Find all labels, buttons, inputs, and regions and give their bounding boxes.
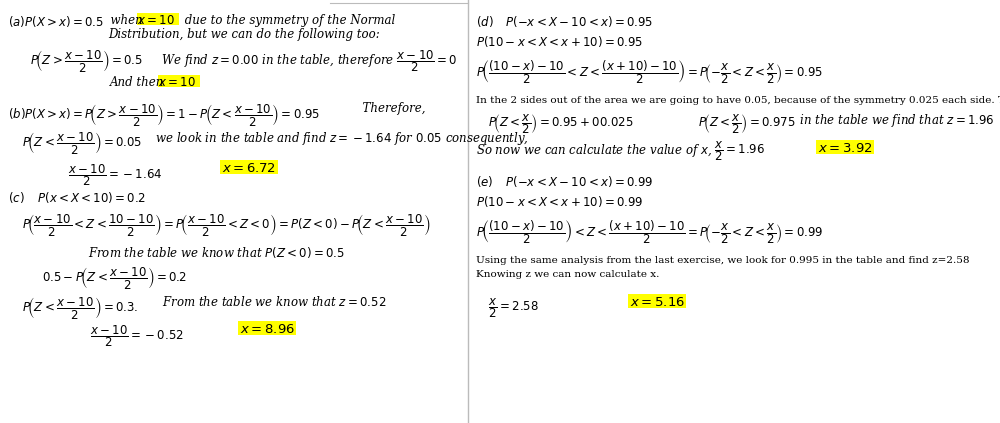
Text: In the 2 sides out of the area we are going to have 0.05, because of the symmetr: In the 2 sides out of the area we are go… (476, 96, 1000, 105)
Bar (158, 75, 200, 87)
Text: Therefore,: Therefore, (355, 102, 426, 115)
Text: $(b)P(X>x)=P\!\left(Z>\dfrac{x-10}{2}\right)=1-P\!\left(Z<\dfrac{x-10}{2}\right): $(b)P(X>x)=P\!\left(Z>\dfrac{x-10}{2}\ri… (8, 102, 320, 128)
Text: From the table we know that $z=0.52$: From the table we know that $z=0.52$ (155, 295, 387, 309)
Text: $0.5-P\!\left(Z<\dfrac{x-10}{2}\right)=0.2$: $0.5-P\!\left(Z<\dfrac{x-10}{2}\right)=0… (42, 265, 187, 291)
Text: $x=10$: $x=10$ (158, 76, 196, 89)
Text: $P\!\left(\dfrac{x-10}{2}<Z<\dfrac{10-10}{2}\right)=P\!\left(\dfrac{x-10}{2}<Z<0: $P\!\left(\dfrac{x-10}{2}<Z<\dfrac{10-10… (22, 212, 430, 238)
Text: Using the same analysis from the last exercise, we look for 0.995 in the table a: Using the same analysis from the last ex… (476, 256, 970, 265)
Text: due to the symmetry of the Normal: due to the symmetry of the Normal (181, 14, 395, 27)
Bar (816, 140, 874, 154)
Text: So now we can calculate the value of $x$,: So now we can calculate the value of $x$… (476, 142, 712, 159)
Text: $\dfrac{x}{2}=1.96$: $\dfrac{x}{2}=1.96$ (714, 139, 765, 163)
Text: Distribution, but we can do the following too:: Distribution, but we can do the followin… (108, 28, 380, 41)
Bar (628, 294, 686, 308)
Text: $P\!\left(\dfrac{(10-x)-10}{2}<Z<\dfrac{(x+10)-10}{2}\right)=P\!\left(-\dfrac{x}: $P\!\left(\dfrac{(10-x)-10}{2}<Z<\dfrac{… (476, 58, 823, 86)
Bar (238, 321, 296, 335)
Text: From the table we know that $P(Z<0)=0.5$: From the table we know that $P(Z<0)=0.5$ (88, 245, 345, 260)
Text: $x=6.72$: $x=6.72$ (222, 162, 276, 175)
Bar (220, 160, 278, 174)
Text: $x=5.16$: $x=5.16$ (630, 296, 685, 309)
Text: $P(10-x<X<x+10)=0.95$: $P(10-x<X<x+10)=0.95$ (476, 34, 643, 49)
Text: $x=10$: $x=10$ (137, 14, 175, 27)
Text: $P(-x<X-10<x)=0.95$: $P(-x<X-10<x)=0.95$ (498, 14, 653, 29)
Text: We find $z=0.00$ in the table, therefore $\dfrac{x-10}{2}=0$: We find $z=0.00$ in the table, therefore… (154, 48, 458, 74)
Text: $\dfrac{x}{2}=2.58$: $\dfrac{x}{2}=2.58$ (488, 296, 539, 320)
Text: $P\!\left(Z<\dfrac{x-10}{2}\right)=0.3.$: $P\!\left(Z<\dfrac{x-10}{2}\right)=0.3.$ (22, 295, 138, 321)
Text: $P(10-x<X<x+10)=0.99$: $P(10-x<X<x+10)=0.99$ (476, 194, 644, 209)
Text: $(e)$: $(e)$ (476, 174, 493, 189)
Text: $\dfrac{x-10}{2}=-1.64$: $\dfrac{x-10}{2}=-1.64$ (68, 162, 162, 188)
Text: $P(x<X<10)=0.2$: $P(x<X<10)=0.2$ (30, 190, 146, 205)
Text: $(a)P(X>x)=0.5$: $(a)P(X>x)=0.5$ (8, 14, 104, 29)
Text: $\dfrac{x-10}{2}=-0.52$: $\dfrac{x-10}{2}=-0.52$ (90, 323, 184, 349)
Text: $(d)$: $(d)$ (476, 14, 494, 29)
Text: when: when (103, 14, 146, 27)
Text: $(c)$: $(c)$ (8, 190, 25, 205)
Text: $x=8.96$: $x=8.96$ (240, 323, 295, 336)
Text: $P\!\left(Z>\dfrac{x-10}{2}\right)=0.5$: $P\!\left(Z>\dfrac{x-10}{2}\right)=0.5$ (30, 48, 143, 74)
Text: And then: And then (110, 76, 168, 89)
Text: $P(-x<X-10<x)=0.99$: $P(-x<X-10<x)=0.99$ (498, 174, 653, 189)
Text: $P\!\left(Z<\dfrac{x}{2}\right)=0.95+00.025$: $P\!\left(Z<\dfrac{x}{2}\right)=0.95+00.… (488, 112, 634, 136)
Text: Knowing z we can now calculate x.: Knowing z we can now calculate x. (476, 270, 659, 279)
Text: $P\!\left(Z<\dfrac{x-10}{2}\right)=0.05$: $P\!\left(Z<\dfrac{x-10}{2}\right)=0.05$ (22, 130, 142, 156)
Text: $P\!\left(\dfrac{(10-x)-10}{2}\right)<Z<\dfrac{(x+10)-10}{2}=P\!\left(-\dfrac{x}: $P\!\left(\dfrac{(10-x)-10}{2}\right)<Z<… (476, 218, 823, 246)
Bar (137, 13, 179, 25)
Text: we look in the table and find $z=-1.64$ for $0.05$ consequently,: we look in the table and find $z=-1.64$ … (148, 130, 529, 147)
Text: in the table we find that $z=1.96$: in the table we find that $z=1.96$ (792, 112, 995, 129)
Text: $x=3.92$: $x=3.92$ (818, 142, 872, 155)
Text: $P\!\left(Z<\dfrac{x}{2}\right)=0.975$: $P\!\left(Z<\dfrac{x}{2}\right)=0.975$ (698, 112, 796, 136)
